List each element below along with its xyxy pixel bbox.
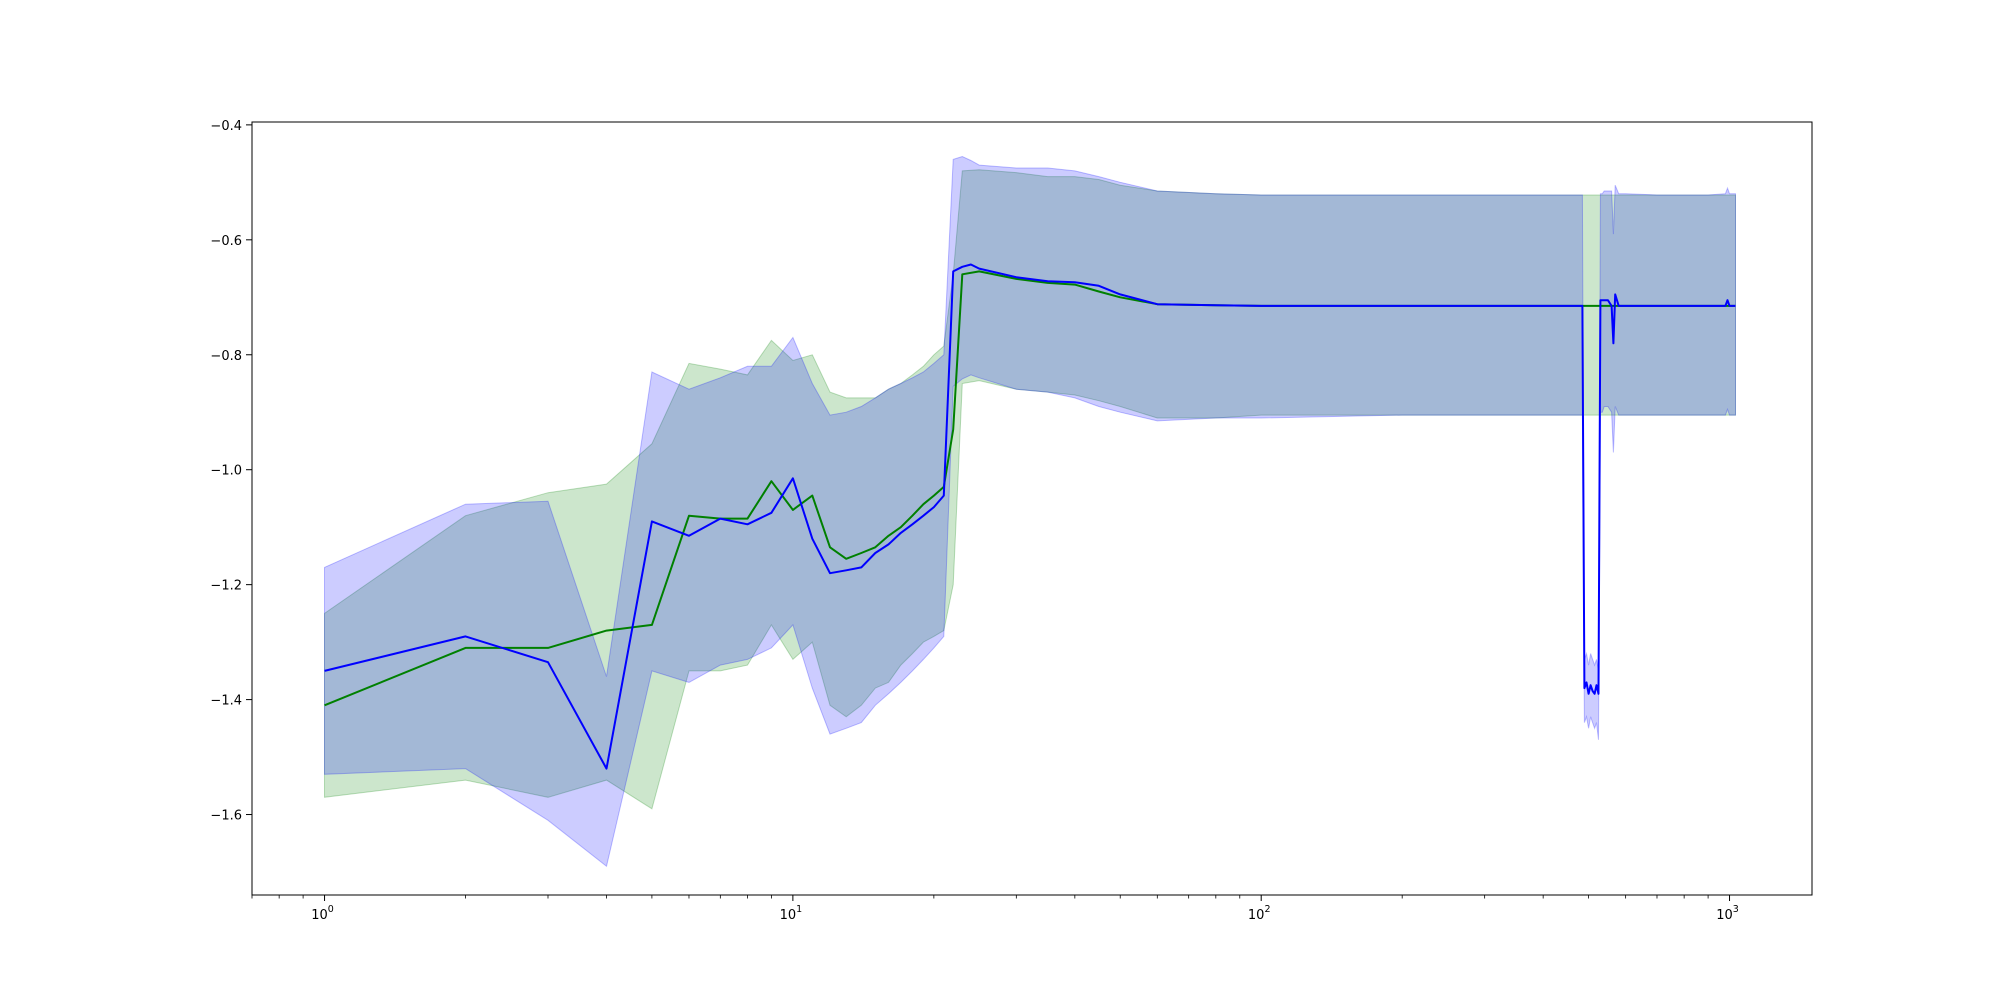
y-tick-label: −0.8: [210, 349, 242, 364]
series-1-band: [324, 155, 1736, 868]
y-axis-ticks: −0.4 −0.6 −0.8 −1.0 −1.2 −1.4 −1.6: [210, 119, 252, 824]
series-0-line: [324, 270, 1736, 707]
x-axis-ticks: 100 101 102 103: [311, 895, 1739, 923]
x-tick-label: 102: [1248, 904, 1271, 923]
x-minor-ticks: [251, 895, 1709, 899]
y-tick-label: −1.0: [210, 464, 242, 479]
confidence-bands: [324, 155, 1736, 868]
y-tick-label: −1.6: [210, 809, 242, 824]
plot-frame: [251, 121, 1813, 896]
y-tick-label: −0.6: [210, 234, 242, 249]
y-tick-label: −0.4: [210, 119, 242, 134]
x-tick-label: 101: [780, 904, 803, 923]
x-tick-label: 103: [1716, 904, 1739, 923]
y-tick-label: −1.2: [210, 579, 242, 594]
y-tick-label: −1.4: [210, 694, 242, 709]
x-tick-label: 100: [311, 904, 334, 923]
series-1-line: [324, 263, 1736, 770]
series-lines: [324, 263, 1736, 770]
series-0-band: [324, 169, 1736, 810]
